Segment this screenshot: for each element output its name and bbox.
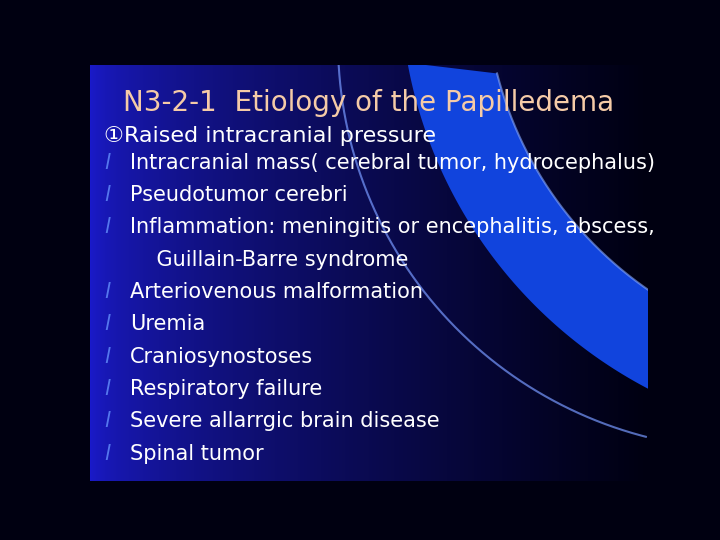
Text: l: l bbox=[104, 379, 109, 399]
Text: Guillain-Barre syndrome: Guillain-Barre syndrome bbox=[130, 249, 409, 269]
Text: l: l bbox=[104, 411, 109, 431]
Text: Respiratory failure: Respiratory failure bbox=[130, 379, 323, 399]
Text: Pseudotumor cerebri: Pseudotumor cerebri bbox=[130, 185, 348, 205]
Text: Severe allarrgic brain disease: Severe allarrgic brain disease bbox=[130, 411, 440, 431]
Text: l: l bbox=[104, 314, 109, 334]
Text: Inflammation: meningitis or encephalitis, abscess,: Inflammation: meningitis or encephalitis… bbox=[130, 217, 655, 237]
Text: l: l bbox=[104, 185, 109, 205]
Text: ①Raised intracranial pressure: ①Raised intracranial pressure bbox=[104, 126, 436, 146]
Polygon shape bbox=[408, 63, 686, 402]
Text: l: l bbox=[104, 217, 109, 237]
Text: Intracranial mass( cerebral tumor, hydrocephalus): Intracranial mass( cerebral tumor, hydro… bbox=[130, 153, 655, 173]
Text: Uremia: Uremia bbox=[130, 314, 205, 334]
Text: l: l bbox=[104, 347, 109, 367]
Text: Craniosynostoses: Craniosynostoses bbox=[130, 347, 313, 367]
Text: l: l bbox=[104, 282, 109, 302]
Text: l: l bbox=[104, 444, 109, 464]
Text: N3-2-1  Etiology of the Papilledema: N3-2-1 Etiology of the Papilledema bbox=[123, 89, 615, 117]
Text: l: l bbox=[104, 153, 109, 173]
Text: Spinal tumor: Spinal tumor bbox=[130, 444, 264, 464]
Text: Arteriovenous malformation: Arteriovenous malformation bbox=[130, 282, 423, 302]
